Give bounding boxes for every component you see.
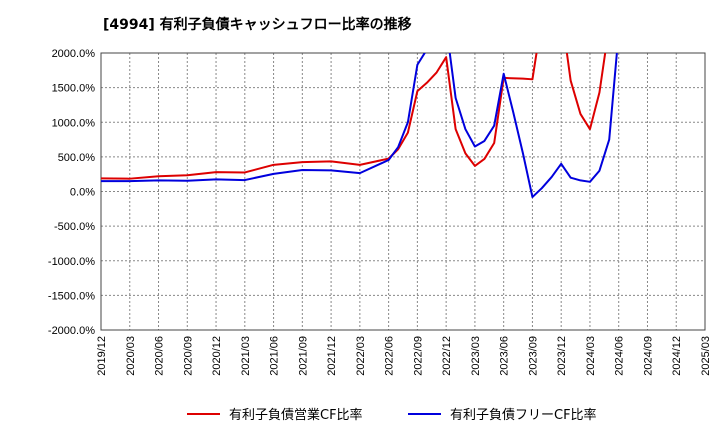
y-tick-label: 0.0% <box>70 187 95 199</box>
x-tick-label: 2020/09 <box>182 336 194 376</box>
legend-label: 有利子負債フリーCF比率 <box>450 407 597 423</box>
x-tick-label: 2022/06 <box>384 336 396 376</box>
series-line-operating-cf-ratio <box>101 53 607 180</box>
x-tick-label: 2024/09 <box>642 336 654 376</box>
y-tick-label: 1000.0% <box>52 117 96 129</box>
y-tick-label: 1500.0% <box>52 83 96 95</box>
x-tick-label: 2023/12 <box>556 336 568 376</box>
x-tick-label: 2021/12 <box>326 336 338 376</box>
y-tick-label: -1000.0% <box>48 256 95 268</box>
y-tick-label: 2000.0% <box>52 48 96 60</box>
y-tick-label: 500.0% <box>58 152 96 164</box>
x-tick-label: 2020/12 <box>211 336 223 376</box>
x-tick-label: 2024/06 <box>614 336 626 376</box>
x-tick-label: 2020/03 <box>125 336 137 376</box>
x-tick-label: 2022/03 <box>355 336 367 376</box>
x-tick-label: 2024/12 <box>671 336 683 376</box>
series-line-free-cf-ratio <box>101 53 618 199</box>
x-tick-label: 2019/12 <box>96 336 108 376</box>
y-tick-label: -1500.0% <box>48 290 95 302</box>
y-tick-label: -2000.0% <box>48 325 95 337</box>
x-tick-label: 2024/03 <box>585 336 597 376</box>
x-tick-label: 2022/09 <box>412 336 424 376</box>
legend-label: 有利子負債営業CF比率 <box>229 407 363 423</box>
x-tick-label: 2025/03 <box>700 336 712 376</box>
x-tick-label: 2022/12 <box>441 336 453 376</box>
y-tick-label: -500.0% <box>54 221 95 233</box>
x-tick-label: 2023/03 <box>470 336 482 376</box>
x-tick-label: 2021/06 <box>269 336 281 376</box>
x-tick-label: 2021/03 <box>240 336 252 376</box>
x-tick-label: 2021/09 <box>297 336 309 376</box>
chart-title: [4994] 有利子負債キャッシュフロー比率の推移 <box>103 17 412 33</box>
x-tick-label: 2023/09 <box>527 336 539 376</box>
x-tick-label: 2023/06 <box>499 336 511 376</box>
x-tick-label: 2020/06 <box>154 336 166 376</box>
plot-area-frame <box>100 52 706 331</box>
